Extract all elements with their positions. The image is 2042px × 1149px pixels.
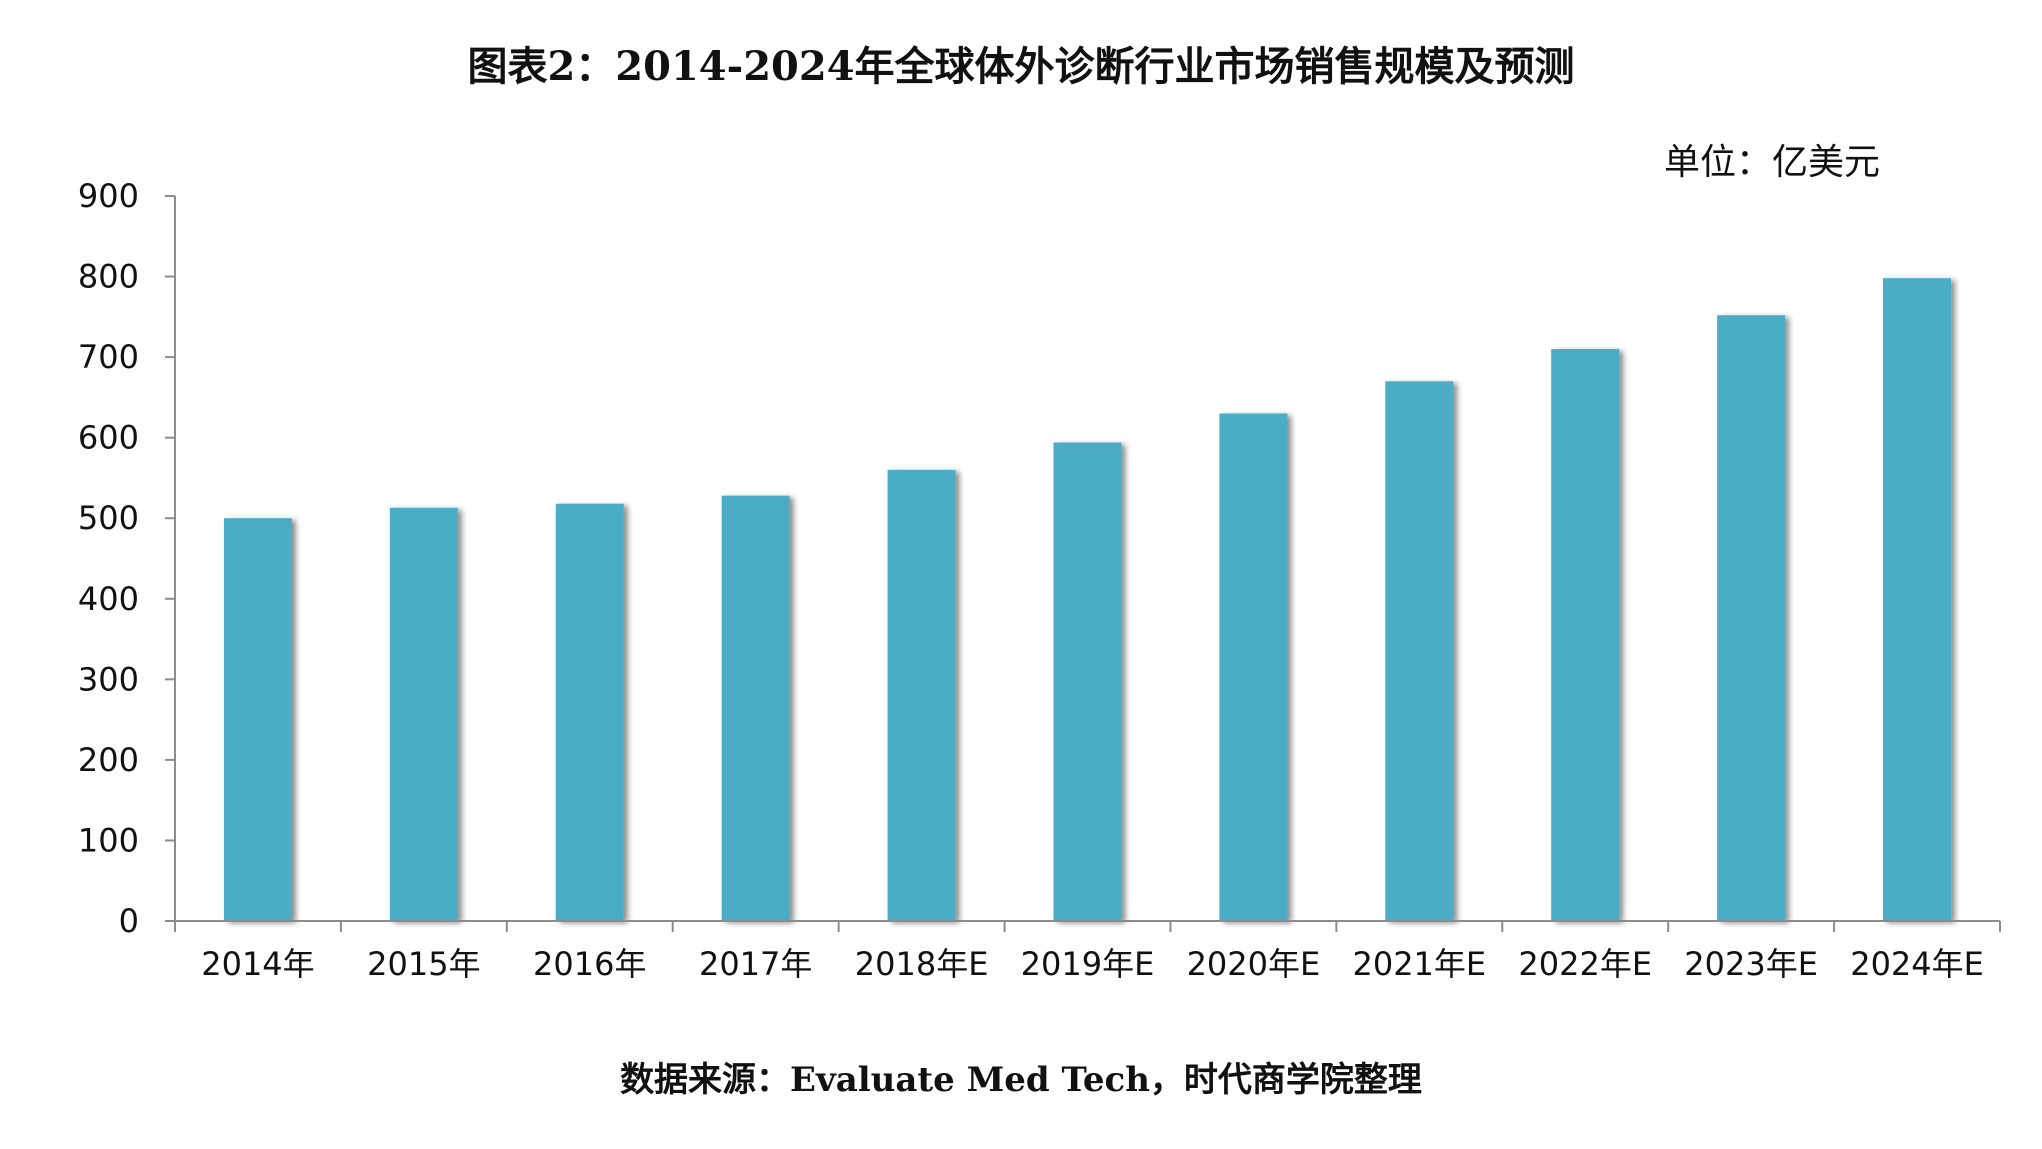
x-tick-label: 2014年 xyxy=(201,945,314,983)
x-tick-label: 2016年 xyxy=(533,945,646,983)
bar-2020年E xyxy=(1219,413,1288,921)
bar-2017年 xyxy=(721,495,790,921)
x-tick-label: 2020年E xyxy=(1187,945,1321,983)
x-tick-label: 2021年E xyxy=(1352,945,1486,983)
y-tick-label: 200 xyxy=(78,741,139,779)
bar-2015年 xyxy=(389,507,458,921)
data-source-note: 数据来源：Evaluate Med Tech，时代商学院整理 xyxy=(620,1060,1422,1100)
y-tick-label: 800 xyxy=(78,258,139,296)
x-axis-ticks: 2014年 2015年 2016年 2017年 2018年E 2019年E 2020年E 20… xyxy=(174,921,2001,983)
bar-2021年E xyxy=(1385,381,1454,921)
y-axis-ticks: 0 100 200 300 400 500 600 700 800 900 xyxy=(78,177,175,940)
y-tick-label: 600 xyxy=(78,419,139,457)
chart-title: 图表2：2014-2024年全球体外诊断行业市场销售规模及预测 xyxy=(467,43,1575,90)
y-tick-label: 100 xyxy=(78,821,139,859)
y-tick-label: 0 xyxy=(119,902,139,940)
bars xyxy=(223,278,1952,922)
x-tick-label: 2018年E xyxy=(855,945,989,983)
x-tick-label: 2022年E xyxy=(1518,945,1652,983)
bar-2016年 xyxy=(555,503,624,921)
y-tick-label: 400 xyxy=(78,580,139,618)
bar-2022年E xyxy=(1551,349,1620,921)
y-tick-label: 900 xyxy=(78,177,139,215)
x-tick-label: 2015年 xyxy=(367,945,480,983)
y-tick-label: 300 xyxy=(78,660,139,698)
y-tick-label: 700 xyxy=(78,338,139,376)
bar-2014年 xyxy=(223,518,292,921)
x-tick-label: 2019年E xyxy=(1021,945,1155,983)
bar-2018年E xyxy=(887,469,956,921)
x-tick-label: 2023年E xyxy=(1684,945,1818,983)
y-tick-label: 500 xyxy=(78,499,139,537)
bar-2024年E xyxy=(1883,278,1952,922)
bar-2019年E xyxy=(1053,442,1122,921)
bar-2023年E xyxy=(1717,315,1786,921)
x-tick-label: 2017年 xyxy=(699,945,812,983)
unit-label: 单位：亿美元 xyxy=(1663,142,1880,183)
x-tick-label: 2024年E xyxy=(1850,945,1984,983)
